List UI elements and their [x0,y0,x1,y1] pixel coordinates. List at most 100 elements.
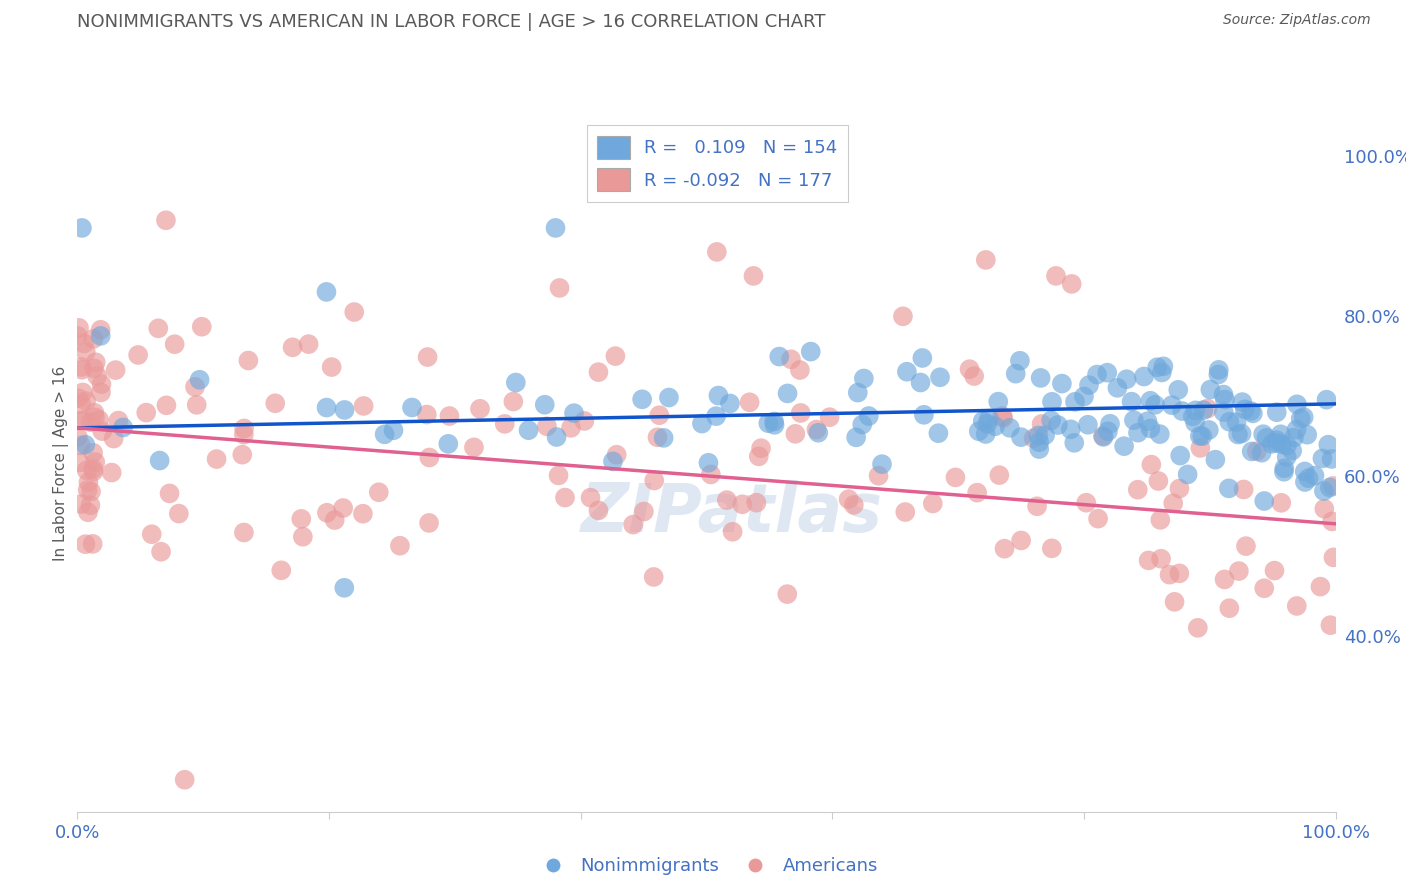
Point [929,370,952,384]
Point [67,321,90,335]
Text: Source: ZipAtlas.com: Source: ZipAtlas.com [1223,13,1371,28]
Point [652,431,675,445]
Point [291,530,314,544]
Point [104,363,127,377]
Point [1225,415,1247,429]
Point [749,441,772,455]
Point [1078,378,1101,392]
Point [988,468,1011,483]
Point [1064,394,1087,409]
Point [870,457,893,471]
Point [987,394,1010,409]
Point [205,452,228,467]
Point [1317,438,1340,452]
Point [921,496,943,510]
Point [1251,427,1274,442]
Point [1197,401,1219,416]
Point [1168,449,1191,463]
Point [731,497,754,511]
Point [70,221,93,235]
Point [991,409,1014,423]
Point [86,369,108,384]
Point [1285,397,1308,411]
Point [648,408,671,422]
Point [1298,471,1320,485]
Point [418,516,440,530]
Point [1253,494,1275,508]
Point [184,380,207,394]
Point [79,415,101,429]
Point [84,455,107,469]
Point [66,329,89,343]
Point [468,401,491,416]
Point [742,268,765,283]
Point [1188,429,1211,443]
Point [75,537,97,551]
Point [1098,417,1121,431]
Point [1240,404,1263,418]
Point [707,388,730,402]
Point [1191,429,1213,443]
Point [959,362,981,376]
Point [75,438,97,452]
Point [704,409,727,424]
Point [76,463,98,477]
Point [1046,418,1069,433]
Point [1091,429,1114,443]
Point [1241,406,1264,420]
Point [70,497,93,511]
Point [1010,533,1032,548]
Point [1292,410,1315,425]
Point [536,419,558,434]
Point [588,503,610,517]
Point [1320,515,1343,529]
Point [1107,381,1129,395]
Point [1275,439,1298,453]
Point [838,492,860,507]
Point [1187,621,1209,635]
Point [562,406,585,420]
Point [1270,427,1292,442]
Point [80,484,103,499]
Point [1312,451,1334,466]
Point [643,570,665,584]
Point [1322,479,1344,493]
Point [173,772,195,787]
Point [69,414,91,428]
Point [776,587,799,601]
Point [264,396,287,410]
Point [1026,500,1049,514]
Point [517,423,540,437]
Point [1285,599,1308,613]
Y-axis label: In Labor Force | Age > 16: In Labor Force | Age > 16 [53,367,69,561]
Point [316,506,339,520]
Point [763,415,786,429]
Point [149,453,172,467]
Point [1313,483,1336,498]
Point [388,539,411,553]
Point [1227,427,1250,442]
Point [1050,376,1073,391]
Point [1260,437,1282,451]
Point [1218,601,1240,615]
Point [1168,566,1191,581]
Point [1073,389,1095,403]
Point [1167,383,1189,397]
Point [103,432,125,446]
Point [1281,443,1303,458]
Point [1163,595,1185,609]
Point [554,491,576,505]
Point [984,419,1007,434]
Point [721,524,744,539]
Point [891,310,914,324]
Point [852,371,875,385]
Point [1285,423,1308,437]
Point [1133,369,1156,384]
Point [756,416,779,430]
Point [658,391,681,405]
Point [1146,360,1168,375]
Point [1077,417,1099,432]
Point [84,355,107,369]
Point [1160,398,1182,412]
Point [72,385,94,400]
